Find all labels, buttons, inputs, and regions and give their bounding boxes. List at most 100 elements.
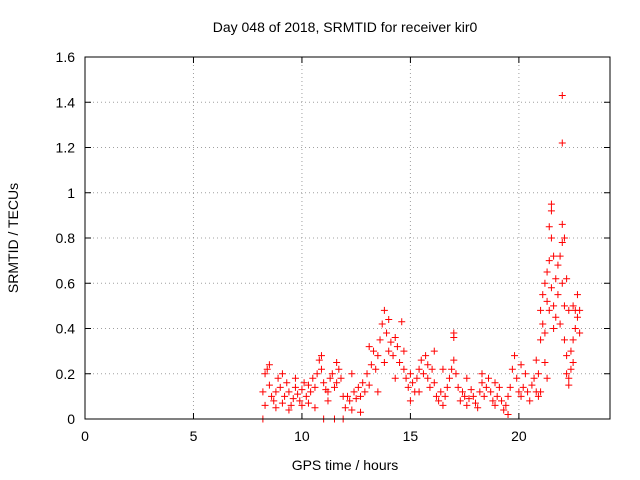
data-point <box>300 379 308 387</box>
data-point <box>550 325 558 332</box>
data-point <box>437 388 445 396</box>
data-point <box>441 392 449 400</box>
data-point <box>365 343 373 351</box>
data-point <box>573 291 581 299</box>
data-point <box>352 395 360 403</box>
data-point <box>374 352 382 360</box>
grid-lines <box>85 57 610 419</box>
data-point <box>560 336 568 344</box>
y-tick-label: 0 <box>67 411 75 427</box>
data-point <box>320 379 328 387</box>
data-point <box>469 392 477 400</box>
data-point <box>304 399 312 407</box>
data-point <box>289 395 297 403</box>
data-point <box>274 374 282 382</box>
data-point <box>406 397 414 405</box>
data-point <box>547 207 555 215</box>
data-point <box>448 365 456 373</box>
data-point <box>265 361 273 369</box>
data-point <box>443 383 451 391</box>
data-point <box>504 410 512 418</box>
data-point <box>463 374 471 382</box>
data-point <box>419 370 427 378</box>
data-point <box>294 390 302 398</box>
data-point <box>563 370 571 378</box>
data-point <box>463 401 471 409</box>
data-point <box>573 313 581 321</box>
data-point <box>287 401 295 409</box>
data-point <box>541 329 549 337</box>
y-tick-label: 1 <box>67 185 75 201</box>
data-point <box>348 370 356 378</box>
data-point <box>272 404 280 412</box>
data-point <box>480 392 488 400</box>
data-point <box>283 379 291 387</box>
y-tick-label: 1.4 <box>56 94 76 110</box>
data-point <box>558 279 566 287</box>
data-point <box>393 343 401 351</box>
data-point <box>396 358 404 366</box>
data-point <box>439 365 447 373</box>
data-point <box>461 392 469 400</box>
data-point <box>439 401 447 409</box>
data-point <box>400 365 408 373</box>
data-point <box>337 374 345 382</box>
data-point <box>263 365 271 373</box>
data-point <box>517 392 525 400</box>
x-tick-label: 20 <box>511 428 527 444</box>
data-point <box>432 392 440 400</box>
data-point <box>485 374 493 382</box>
data-point <box>417 356 425 364</box>
data-point <box>521 370 529 378</box>
data-point <box>545 306 553 314</box>
data-point <box>335 365 343 373</box>
data-point <box>515 388 523 396</box>
data-point <box>354 383 362 391</box>
data-point <box>307 388 315 396</box>
y-axis-ticks: 0 0.2 0.4 0.6 0.8 1 1.2 1.4 1.6 <box>56 49 610 427</box>
data-point <box>543 297 551 305</box>
data-point <box>537 336 545 344</box>
data-point <box>550 302 558 310</box>
data-point <box>556 320 564 328</box>
data-point <box>563 352 571 360</box>
data-point <box>268 392 276 400</box>
data-point <box>543 374 551 382</box>
data-point <box>565 381 573 389</box>
data-point <box>558 91 566 99</box>
data-point <box>372 365 380 373</box>
data-point <box>560 302 568 310</box>
data-point <box>450 356 458 364</box>
data-point <box>541 358 549 366</box>
data-point <box>291 383 299 391</box>
data-point <box>474 404 482 412</box>
data-point <box>493 392 501 400</box>
data-point <box>508 365 516 373</box>
data-point <box>261 370 269 378</box>
data-point <box>326 374 334 382</box>
data-point <box>478 379 486 387</box>
data-point <box>361 388 369 396</box>
data-point <box>344 392 351 400</box>
data-point <box>422 352 430 360</box>
data-point <box>526 397 534 405</box>
data-point <box>478 370 486 378</box>
data-point <box>558 220 566 228</box>
data-point <box>476 388 484 396</box>
data-point <box>309 374 317 382</box>
data-point <box>569 336 577 344</box>
data-point <box>415 365 423 373</box>
data-point <box>556 252 564 260</box>
data-point <box>413 374 421 382</box>
data-point <box>565 306 573 314</box>
data-point <box>261 401 269 409</box>
data-point <box>276 383 284 391</box>
data-point <box>500 406 508 414</box>
data-point <box>576 306 584 314</box>
data-point <box>554 261 562 269</box>
x-tick-label: 15 <box>403 428 419 444</box>
data-point <box>426 383 434 391</box>
data-point <box>454 383 462 391</box>
data-point <box>541 279 549 287</box>
